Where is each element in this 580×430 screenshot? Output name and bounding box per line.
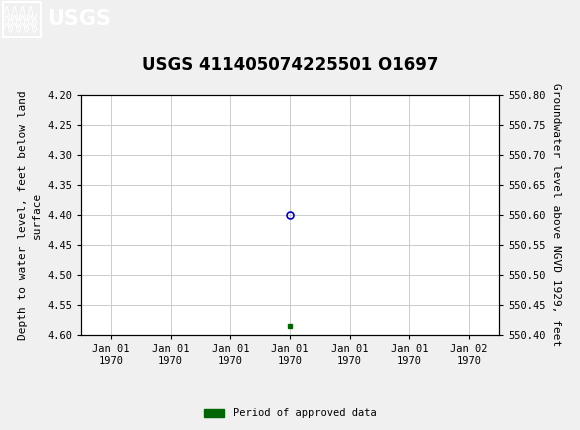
Y-axis label: Groundwater level above NGVD 1929, feet: Groundwater level above NGVD 1929, feet [551,83,561,347]
Y-axis label: Depth to water level, feet below land
surface: Depth to water level, feet below land su… [19,90,42,340]
Bar [3,2,41,37]
Text: USGS 411405074225501 O1697: USGS 411405074225501 O1697 [142,56,438,74]
Legend: Period of approved data: Period of approved data [200,404,380,423]
Text: USGS: USGS [48,9,111,29]
